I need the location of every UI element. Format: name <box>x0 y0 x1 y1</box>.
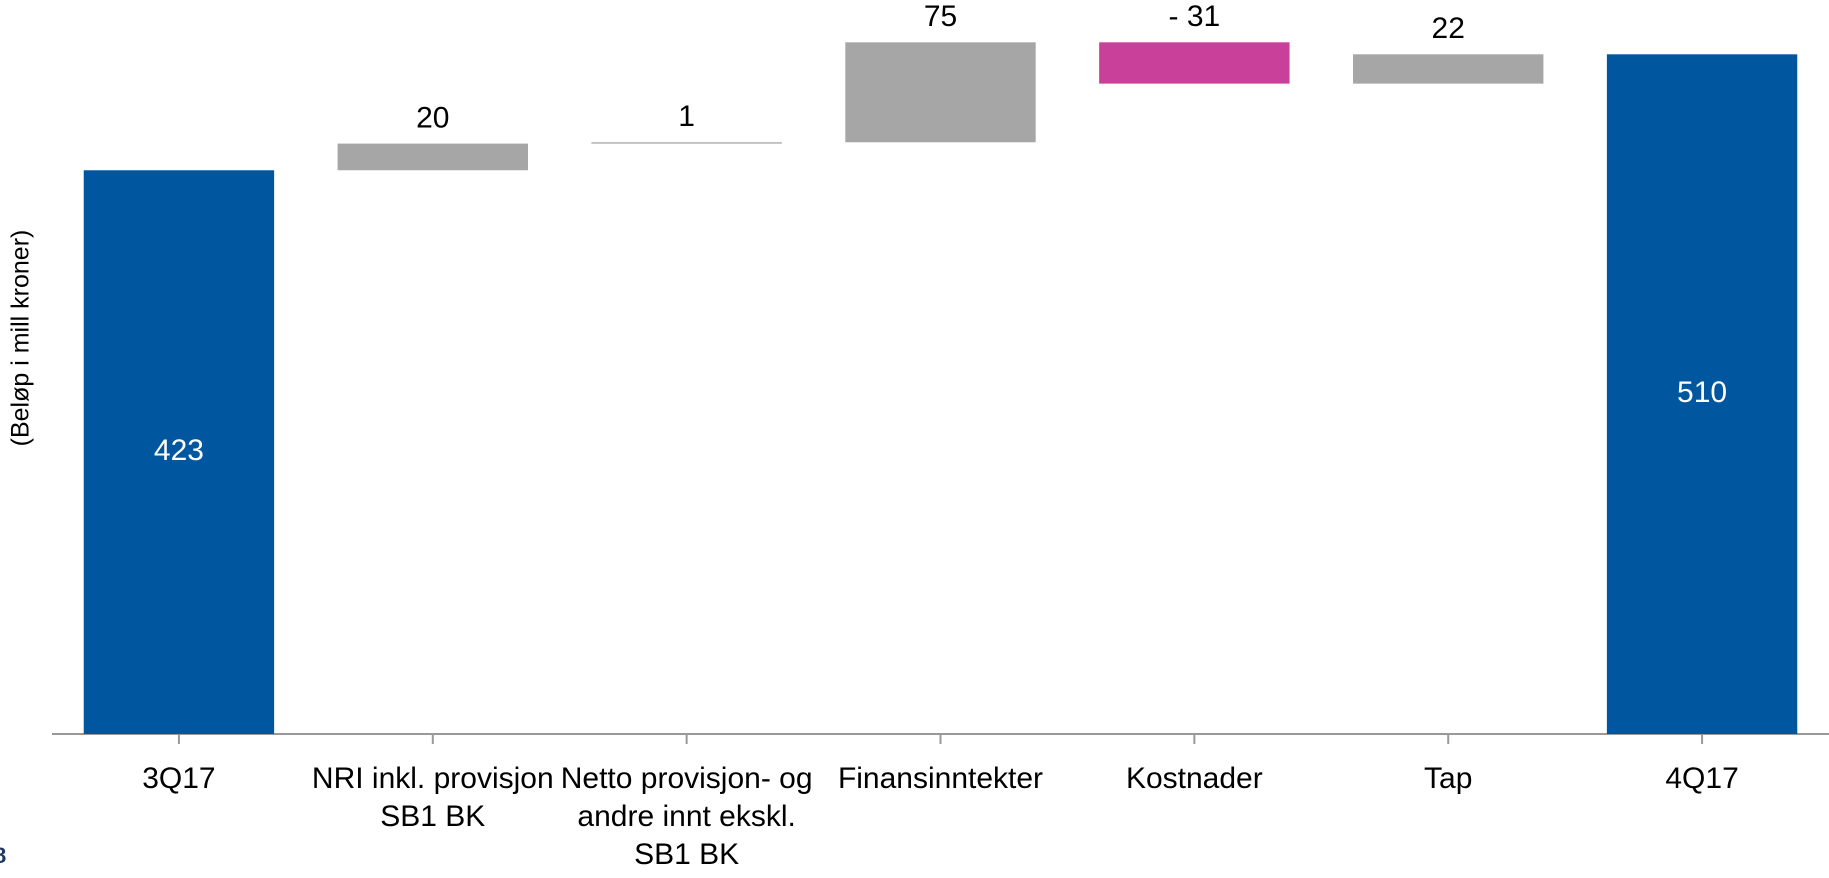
x-tick-label: 3Q17 <box>142 762 216 795</box>
x-tick-label: 4Q17 <box>1665 762 1739 795</box>
bar <box>337 143 528 171</box>
bar <box>845 42 1036 143</box>
value-label: 75 <box>924 0 957 33</box>
bar <box>1099 42 1290 84</box>
value-label: 423 <box>154 434 204 467</box>
x-tick-label: Netto provisjon- og andre innt ekskl. SB… <box>560 762 813 871</box>
bar <box>83 170 275 735</box>
value-label: 1 <box>678 100 695 133</box>
value-label: - 31 <box>1169 0 1221 33</box>
x-tick-label: Tap <box>1424 762 1473 795</box>
x-tick-label: Finansinntekter <box>837 762 1044 795</box>
x-tick-label: NRI inkl. provisjon SB1 BK <box>311 762 554 833</box>
value-label: 22 <box>1432 12 1465 45</box>
value-label: 510 <box>1677 376 1727 409</box>
bar <box>1606 54 1798 735</box>
page-number: 8 <box>0 843 6 868</box>
value-label: 20 <box>416 102 449 135</box>
y-axis-title: (Beløp i mill kroner) <box>7 230 35 447</box>
bar <box>1353 54 1544 84</box>
bar <box>591 142 782 144</box>
x-tick-label: Kostnader <box>1125 762 1263 795</box>
